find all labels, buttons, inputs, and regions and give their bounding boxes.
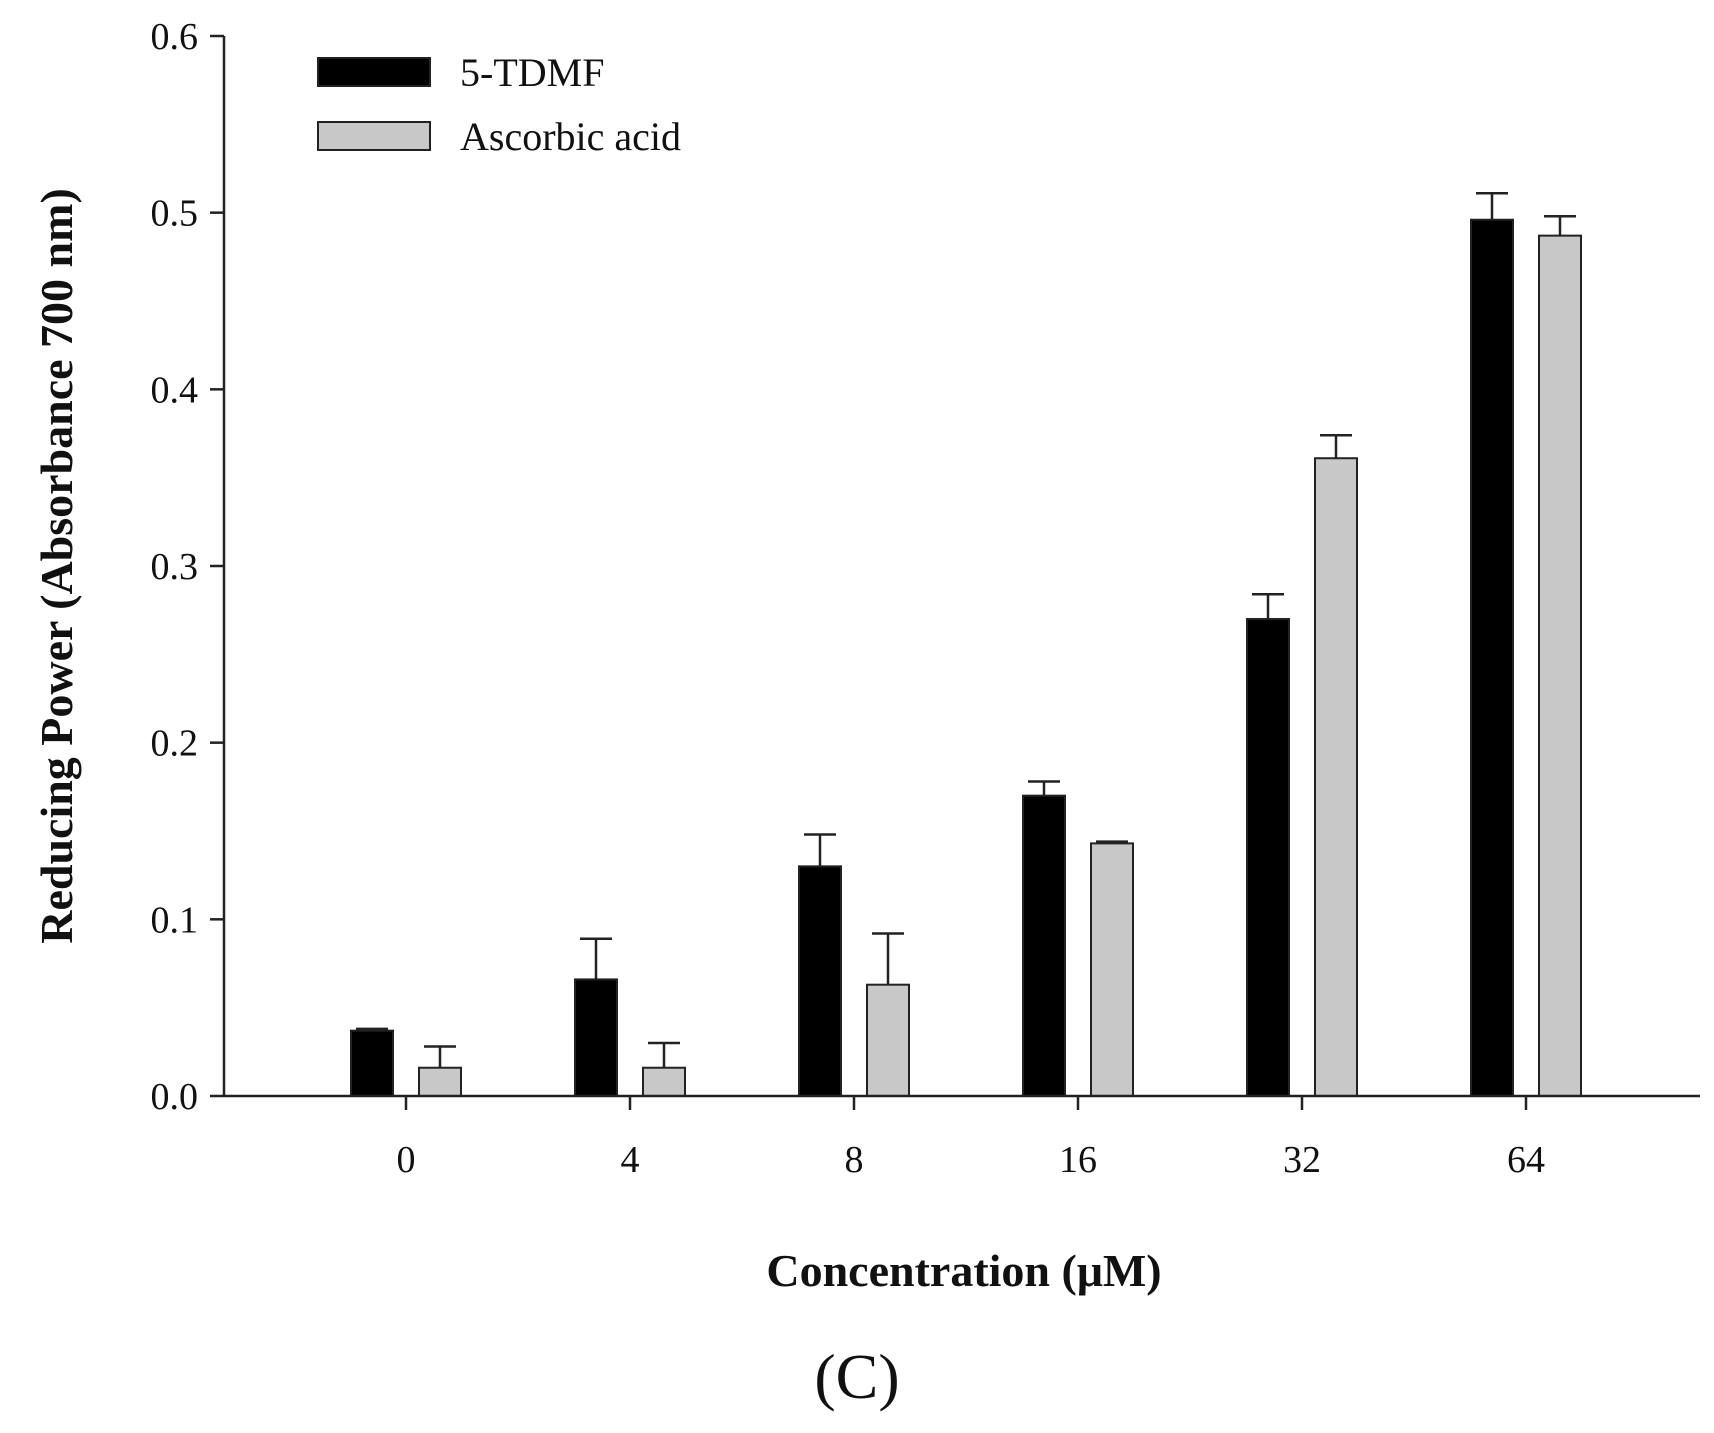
- bar-ascorbic-acid-64: [1538, 234, 1582, 1097]
- bar-5-tdmf-32: [1246, 618, 1290, 1097]
- ticks-layer: 0.0 0.1 0.2 0.3 0.4 0.5 0.6 0 4 8 16 32 64: [151, 16, 1546, 1181]
- bar-ascorbic-acid-32: [1314, 457, 1358, 1097]
- error-bars-layer: [356, 191, 1576, 1068]
- y-tick-label: 0.3: [151, 546, 199, 588]
- panel-label: (C): [814, 1341, 899, 1412]
- bar-5-tdmf-0: [350, 1029, 394, 1097]
- legend-swatch-ascorbic-acid: [317, 121, 431, 151]
- bar-5-tdmf-64: [1470, 218, 1514, 1097]
- x-tick-label: 64: [1507, 1139, 1545, 1181]
- y-tick-label: 0.0: [151, 1076, 199, 1118]
- bar-ascorbic-acid-8: [866, 983, 910, 1098]
- y-tick-label: 0.5: [151, 193, 199, 235]
- y-tick-label: 0.4: [151, 369, 199, 411]
- x-tick-label: 32: [1283, 1139, 1321, 1181]
- x-tick-label: 4: [621, 1139, 640, 1181]
- bar-ascorbic-acid-4: [642, 1066, 686, 1097]
- x-tick-label: 8: [845, 1139, 864, 1181]
- y-tick-label: 0.2: [151, 723, 199, 765]
- legend: 5-TDMF Ascorbic acid: [317, 50, 681, 159]
- legend-swatch-5-tdmf: [317, 57, 431, 87]
- y-tick-label: 0.1: [151, 899, 199, 941]
- x-tick-label: 0: [397, 1139, 416, 1181]
- x-tick-label: 16: [1059, 1139, 1097, 1181]
- legend-label-5-tdmf: 5-TDMF: [460, 50, 604, 95]
- y-tick-label: 0.6: [151, 16, 199, 58]
- bars-layer: [350, 218, 1582, 1098]
- bar-5-tdmf-16: [1022, 794, 1066, 1098]
- legend-label-ascorbic-acid: Ascorbic acid: [460, 114, 681, 159]
- y-axis-title: Reducing Power (Absorbance 700 nm): [31, 188, 82, 944]
- bar-5-tdmf-8: [798, 865, 842, 1097]
- x-axis-title: Concentration (μM): [766, 1245, 1161, 1296]
- bar-ascorbic-acid-0: [418, 1066, 462, 1097]
- bar-ascorbic-acid-16: [1090, 842, 1134, 1097]
- bar-5-tdmf-4: [574, 978, 618, 1098]
